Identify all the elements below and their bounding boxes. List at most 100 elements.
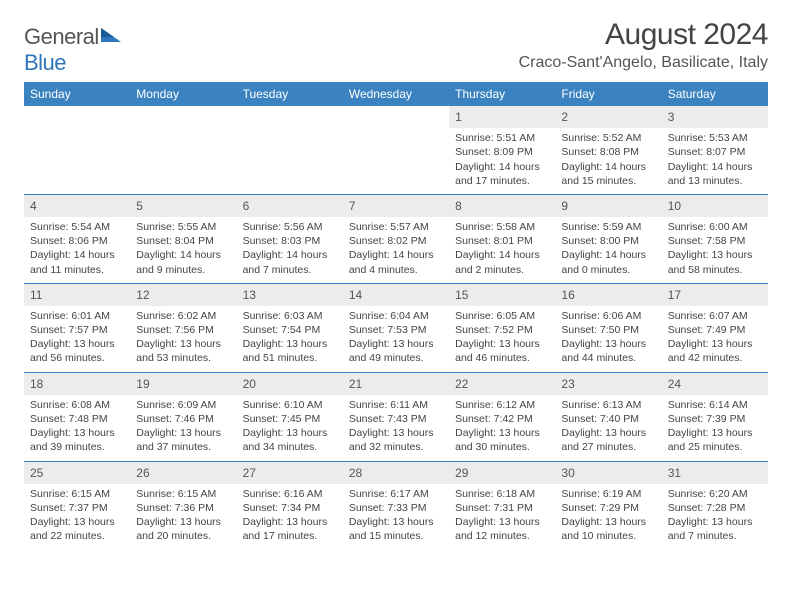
calendar-cell: 4Sunrise: 5:54 AMSunset: 8:06 PMDaylight… (24, 194, 130, 283)
daylight-text: Daylight: 13 hours and 34 minutes. (243, 426, 337, 454)
calendar-week-row: 18Sunrise: 6:08 AMSunset: 7:48 PMDayligh… (24, 372, 768, 461)
daylight-text: Daylight: 14 hours and 15 minutes. (561, 160, 655, 188)
day-content: Sunrise: 6:02 AMSunset: 7:56 PMDaylight:… (136, 309, 230, 366)
daylight-text: Daylight: 14 hours and 0 minutes. (561, 248, 655, 276)
calendar-cell: 31Sunrise: 6:20 AMSunset: 7:28 PMDayligh… (662, 461, 768, 549)
daylight-text: Daylight: 13 hours and 22 minutes. (30, 515, 124, 543)
day-number: 15 (449, 284, 555, 306)
calendar-cell: 13Sunrise: 6:03 AMSunset: 7:54 PMDayligh… (237, 283, 343, 372)
sunset-text: Sunset: 7:48 PM (30, 412, 124, 426)
sunrise-text: Sunrise: 6:15 AM (30, 487, 124, 501)
sunrise-text: Sunrise: 6:18 AM (455, 487, 549, 501)
day-header: Saturday (662, 82, 768, 106)
sunset-text: Sunset: 8:01 PM (455, 234, 549, 248)
day-content: Sunrise: 5:51 AMSunset: 8:09 PMDaylight:… (455, 131, 549, 188)
day-content: Sunrise: 6:01 AMSunset: 7:57 PMDaylight:… (30, 309, 124, 366)
day-number: 19 (130, 373, 236, 395)
day-number: 1 (449, 106, 555, 128)
sunset-text: Sunset: 8:07 PM (668, 145, 762, 159)
daylight-text: Daylight: 13 hours and 42 minutes. (668, 337, 762, 365)
calendar-cell: 8 Sunrise: 5:58 AMSunset: 8:01 PMDaylight… (449, 194, 555, 283)
day-number: 20 (237, 373, 343, 395)
day-number (24, 106, 130, 128)
day-content: Sunrise: 6:05 AMSunset: 7:52 PMDaylight:… (455, 309, 549, 366)
daylight-text: Daylight: 13 hours and 7 minutes. (668, 515, 762, 543)
calendar-cell: 19Sunrise: 6:09 AMSunset: 7:46 PMDayligh… (130, 372, 236, 461)
day-number: 25 (24, 462, 130, 484)
sunset-text: Sunset: 7:39 PM (668, 412, 762, 426)
sunset-text: Sunset: 8:09 PM (455, 145, 549, 159)
daylight-text: Daylight: 13 hours and 12 minutes. (455, 515, 549, 543)
day-number (237, 106, 343, 128)
daylight-text: Daylight: 14 hours and 11 minutes. (30, 248, 124, 276)
day-header: Wednesday (343, 82, 449, 106)
day-number: 9 (555, 195, 661, 217)
calendar-cell: 30Sunrise: 6:19 AMSunset: 7:29 PMDayligh… (555, 461, 661, 549)
day-content: Sunrise: 6:00 AMSunset: 7:58 PMDaylight:… (668, 220, 762, 277)
sunset-text: Sunset: 7:45 PM (243, 412, 337, 426)
calendar-week-row: 25Sunrise: 6:15 AMSunset: 7:37 PMDayligh… (24, 461, 768, 549)
day-content: Sunrise: 5:58 AMSunset: 8:01 PMDaylight:… (455, 220, 549, 277)
sunrise-text: Sunrise: 5:59 AM (561, 220, 655, 234)
day-number: 27 (237, 462, 343, 484)
sunrise-text: Sunrise: 6:14 AM (668, 398, 762, 412)
sunset-text: Sunset: 7:40 PM (561, 412, 655, 426)
sunrise-text: Sunrise: 5:54 AM (30, 220, 124, 234)
day-content: Sunrise: 5:56 AMSunset: 8:03 PMDaylight:… (243, 220, 337, 277)
sunset-text: Sunset: 7:52 PM (455, 323, 549, 337)
day-content: Sunrise: 6:06 AMSunset: 7:50 PMDaylight:… (561, 309, 655, 366)
logo: General Blue (24, 24, 125, 76)
daylight-text: Daylight: 13 hours and 15 minutes. (349, 515, 443, 543)
calendar-cell (343, 106, 449, 194)
sunrise-text: Sunrise: 5:58 AM (455, 220, 549, 234)
daylight-text: Daylight: 13 hours and 49 minutes. (349, 337, 443, 365)
calendar-cell: 6 Sunrise: 5:56 AMSunset: 8:03 PMDaylight… (237, 194, 343, 283)
sunset-text: Sunset: 7:37 PM (30, 501, 124, 515)
sunrise-text: Sunrise: 6:05 AM (455, 309, 549, 323)
sunset-text: Sunset: 7:28 PM (668, 501, 762, 515)
day-number: 8 (449, 195, 555, 217)
day-number (130, 106, 236, 128)
calendar-cell: 7Sunrise: 5:57 AMSunset: 8:02 PMDaylight… (343, 194, 449, 283)
calendar-cell: 28Sunrise: 6:17 AMSunset: 7:33 PMDayligh… (343, 461, 449, 549)
sunset-text: Sunset: 7:49 PM (668, 323, 762, 337)
sunrise-text: Sunrise: 6:00 AM (668, 220, 762, 234)
calendar-cell: 21Sunrise: 6:11 AMSunset: 7:43 PMDayligh… (343, 372, 449, 461)
sunset-text: Sunset: 8:04 PM (136, 234, 230, 248)
day-header: Monday (130, 82, 236, 106)
calendar-cell (24, 106, 130, 194)
day-number: 5 (130, 195, 236, 217)
day-content: Sunrise: 6:03 AMSunset: 7:54 PMDaylight:… (243, 309, 337, 366)
day-content: Sunrise: 5:54 AMSunset: 8:06 PMDaylight:… (30, 220, 124, 277)
daylight-text: Daylight: 13 hours and 30 minutes. (455, 426, 549, 454)
day-content: Sunrise: 5:52 AMSunset: 8:08 PMDaylight:… (561, 131, 655, 188)
daylight-text: Daylight: 13 hours and 44 minutes. (561, 337, 655, 365)
day-header: Thursday (449, 82, 555, 106)
sunset-text: Sunset: 8:06 PM (30, 234, 124, 248)
calendar-cell: 26Sunrise: 6:15 AMSunset: 7:36 PMDayligh… (130, 461, 236, 549)
sunset-text: Sunset: 7:57 PM (30, 323, 124, 337)
sunset-text: Sunset: 8:00 PM (561, 234, 655, 248)
sunrise-text: Sunrise: 5:51 AM (455, 131, 549, 145)
day-number: 6 (237, 195, 343, 217)
calendar-cell: 29Sunrise: 6:18 AMSunset: 7:31 PMDayligh… (449, 461, 555, 549)
daylight-text: Daylight: 14 hours and 13 minutes. (668, 160, 762, 188)
sunset-text: Sunset: 7:29 PM (561, 501, 655, 515)
day-number: 11 (24, 284, 130, 306)
flag-icon (101, 24, 123, 50)
sunrise-text: Sunrise: 6:10 AM (243, 398, 337, 412)
day-number: 14 (343, 284, 449, 306)
sunset-text: Sunset: 7:42 PM (455, 412, 549, 426)
day-content: Sunrise: 6:18 AMSunset: 7:31 PMDaylight:… (455, 487, 549, 544)
sunset-text: Sunset: 7:33 PM (349, 501, 443, 515)
calendar-cell: 14Sunrise: 6:04 AMSunset: 7:53 PMDayligh… (343, 283, 449, 372)
day-number: 10 (662, 195, 768, 217)
day-number: 26 (130, 462, 236, 484)
daylight-text: Daylight: 14 hours and 7 minutes. (243, 248, 337, 276)
daylight-text: Daylight: 13 hours and 10 minutes. (561, 515, 655, 543)
calendar-page: General Blue August 2024 Craco-Sant'Ange… (0, 0, 792, 559)
day-content: Sunrise: 6:20 AMSunset: 7:28 PMDaylight:… (668, 487, 762, 544)
sunrise-text: Sunrise: 6:09 AM (136, 398, 230, 412)
calendar-cell: 17Sunrise: 6:07 AMSunset: 7:49 PMDayligh… (662, 283, 768, 372)
calendar-cell: 1 Sunrise: 5:51 AMSunset: 8:09 PMDaylight… (449, 106, 555, 194)
